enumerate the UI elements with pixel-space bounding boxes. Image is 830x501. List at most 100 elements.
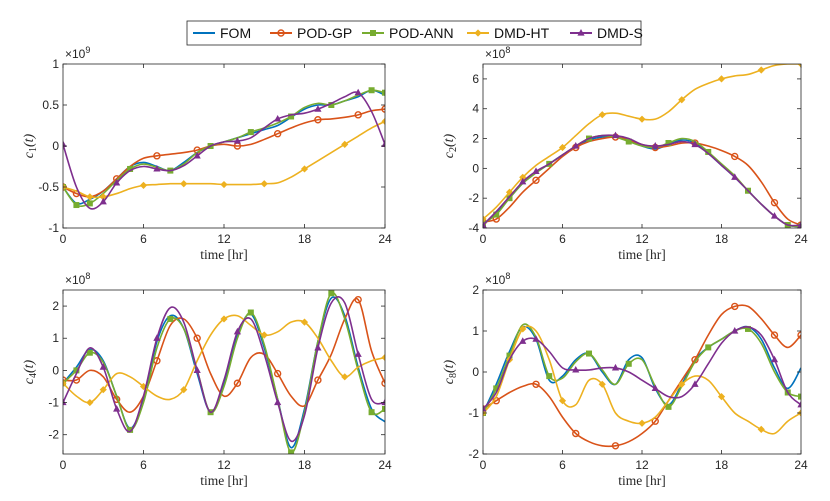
data-point-pod-ann <box>705 344 712 351</box>
data-point-dmd-ht <box>598 111 606 119</box>
data-point-dmd-s <box>113 404 121 412</box>
data-point-dmd-s <box>153 334 161 341</box>
data-point-pod-gp <box>273 369 282 378</box>
data-point-pod-gp <box>153 152 161 160</box>
plot-area <box>483 290 801 454</box>
x-tick-label: 0 <box>480 458 487 472</box>
data-point-pod-gp <box>273 129 282 138</box>
data-point-dmd-s <box>233 137 242 144</box>
data-point-pod-ann <box>247 309 254 316</box>
y-axis-label: c4(t) <box>22 359 39 384</box>
data-point-dmd-ht <box>260 331 268 339</box>
data-point-pod-ann <box>86 200 93 207</box>
data-point-dmd-s <box>381 140 385 147</box>
data-point-pod-ann <box>665 403 672 410</box>
data-point-dmd-ht <box>86 193 94 201</box>
data-point-dmd-s <box>153 164 161 172</box>
data-point-dmd-s <box>731 327 739 334</box>
data-point-dmd-ht <box>180 386 188 394</box>
x-tick-label: 12 <box>217 232 231 246</box>
series-pod-ann <box>63 290 385 454</box>
data-point-dmd-s <box>770 355 779 363</box>
y-tick-label: -2 <box>468 191 479 205</box>
data-point-dmd-ht <box>558 397 567 405</box>
data-point-dmd-ht <box>63 379 67 387</box>
data-point-pod-gp <box>797 331 801 339</box>
data-point-pod-ann <box>625 138 632 145</box>
y-tick-label: -2 <box>48 428 59 442</box>
series-dmd-ht <box>63 314 385 407</box>
x-axis-label: time [hr] <box>618 473 666 488</box>
y-tick-label: 4 <box>472 102 479 116</box>
y-exponent-label: ×108 <box>485 271 510 287</box>
data-point-dmd-ht <box>260 180 268 188</box>
data-point-dmd-s <box>483 221 487 228</box>
data-point-dmd-s <box>572 365 580 373</box>
data-point-pod-gp <box>731 302 739 311</box>
data-point-dmd-ht <box>99 386 107 394</box>
y-tick-label: -1 <box>468 406 479 420</box>
data-point-dmd-s <box>113 178 121 186</box>
y-axis-label: c1(t) <box>22 133 39 158</box>
data-point-dmd-s <box>532 167 540 174</box>
data-point-dmd-s <box>483 404 487 412</box>
data-point-dmd-s <box>731 173 739 180</box>
y-tick-label: 0 <box>52 363 59 377</box>
series-dmd-s <box>483 131 801 228</box>
data-point-pod-ann <box>368 87 375 94</box>
data-point-pod-ann <box>288 113 295 120</box>
data-point-pod-gp <box>770 198 779 207</box>
data-point-dmd-ht <box>757 425 765 433</box>
data-point-pod-ann <box>288 449 295 454</box>
data-point-dmd-s <box>532 335 540 342</box>
data-point-dmd-ht <box>220 180 228 189</box>
data-point-dmd-ht <box>717 75 726 83</box>
x-tick-label: 6 <box>559 458 566 472</box>
legend-label-pod-gp: POD-GP <box>297 25 352 41</box>
y-tick-label: -1 <box>48 221 59 235</box>
data-point-pod-ann <box>368 409 375 416</box>
data-point-pod-gp <box>651 417 659 425</box>
plot-area <box>63 64 385 228</box>
data-point-pod-ann <box>798 393 801 400</box>
data-point-pod-ann <box>493 385 500 392</box>
x-tick-label: 24 <box>794 458 808 472</box>
data-point-pod-gp <box>354 295 362 304</box>
data-point-pod-gp <box>381 105 385 113</box>
data-point-pod-gp <box>770 331 779 339</box>
data-point-dmd-s <box>797 221 801 228</box>
data-point-pod-ann <box>745 325 751 332</box>
x-tick-label: 12 <box>217 458 231 472</box>
data-point-dmd-s <box>519 337 527 344</box>
x-tick-label: 12 <box>635 232 649 246</box>
x-tick-label: 18 <box>298 232 312 246</box>
data-point-dmd-s <box>193 366 201 373</box>
x-tick-label: 24 <box>378 458 392 472</box>
x-axis-label: time [hr] <box>200 473 248 488</box>
x-tick-label: 24 <box>794 232 808 246</box>
data-point-dmd-s <box>651 384 659 391</box>
x-tick-label: 12 <box>635 458 649 472</box>
y-tick-label: 2 <box>472 132 479 146</box>
data-point-dmd-ht <box>483 215 487 223</box>
x-axis-label: time [hr] <box>618 247 666 262</box>
x-axis-label: time [hr] <box>200 247 248 262</box>
data-point-pod-gp <box>193 334 201 342</box>
data-point-pod-ann <box>506 195 513 202</box>
data-point-dmd-s <box>770 212 779 219</box>
y-axis-label: c8(t) <box>442 359 459 384</box>
data-point-dmd-ht <box>757 66 765 74</box>
legend-box <box>186 20 642 46</box>
data-point-pod-gp <box>314 116 322 124</box>
data-point-dmd-ht <box>678 96 686 104</box>
data-point-dmd-s <box>99 197 107 205</box>
y-tick-label: -0.5 <box>38 180 59 194</box>
data-point-dmd-ht <box>300 165 309 173</box>
data-point-dmd-s <box>691 140 699 148</box>
data-point-pod-gp <box>233 379 242 387</box>
data-point-dmd-ht <box>180 180 188 188</box>
data-point-pod-ann <box>86 349 93 356</box>
legend-marker-pod-ann <box>370 30 376 36</box>
